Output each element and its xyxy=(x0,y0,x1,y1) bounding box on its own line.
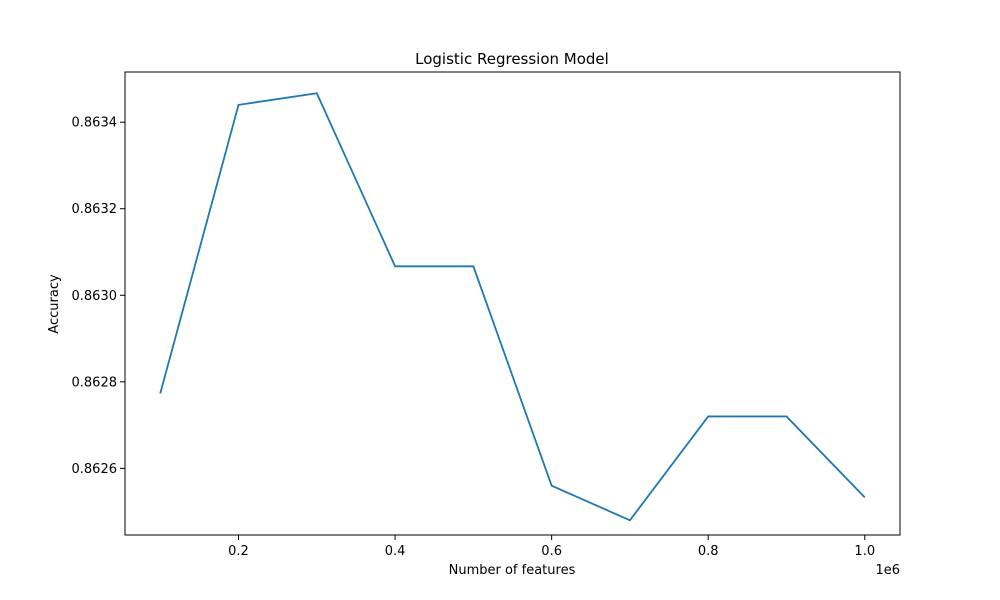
x-tick-label: 0.6 xyxy=(541,544,562,559)
plot-area xyxy=(125,72,900,535)
x-axis-offset-label: 1e6 xyxy=(875,563,900,578)
x-axis-ticks: 0.2 0.4 0.6 0.8 1.0 xyxy=(228,535,875,559)
y-tick-label: 0.8626 xyxy=(72,462,118,477)
y-tick-label: 0.8632 xyxy=(72,202,118,217)
y-axis-label: Accuracy xyxy=(47,274,62,334)
axes-frame xyxy=(124,71,901,536)
x-tick-label: 0.8 xyxy=(698,544,719,559)
y-axis-ticks: 0.8626 0.8628 0.8630 0.8632 0.8634 xyxy=(72,116,125,477)
chart-title: Logistic Regression Model xyxy=(415,50,609,68)
y-tick-label: 0.8628 xyxy=(72,375,118,390)
series-layer xyxy=(159,92,866,522)
accuracy-series-line xyxy=(159,92,866,522)
x-tick-label: 0.2 xyxy=(228,544,249,559)
y-tick-label: 0.8630 xyxy=(72,289,118,304)
x-tick-label: 0.4 xyxy=(385,544,406,559)
y-tick-label: 0.8634 xyxy=(72,116,118,131)
x-axis-label: Number of features xyxy=(449,563,576,578)
x-tick-label: 1.0 xyxy=(854,544,875,559)
